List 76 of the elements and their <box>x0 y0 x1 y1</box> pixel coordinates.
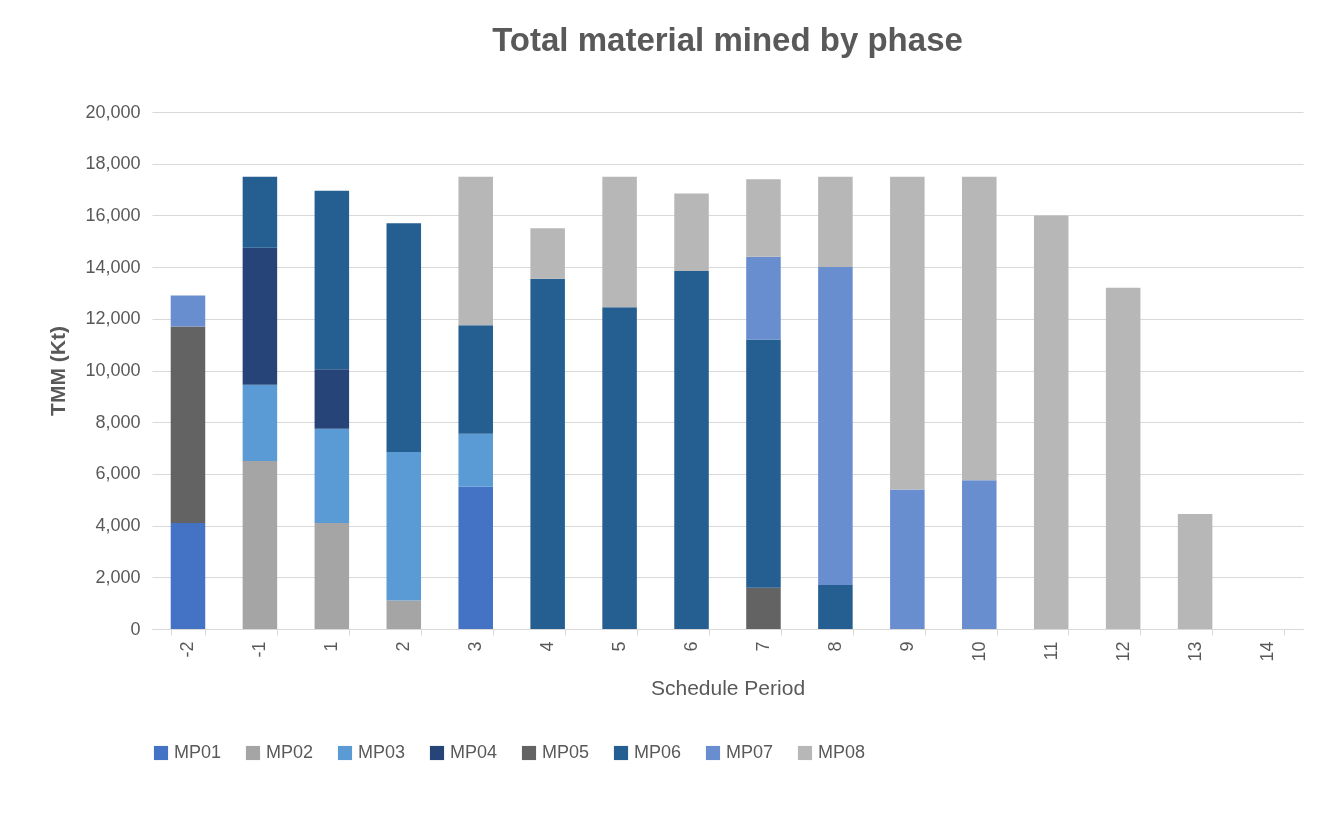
x-tick-label: 6 <box>681 641 702 652</box>
x-tick-label: 8 <box>824 641 845 652</box>
bar <box>746 587 781 629</box>
bar <box>170 326 206 524</box>
y-tick-label: 16,000 <box>85 204 141 225</box>
bar <box>890 176 925 490</box>
x-tick-label: -1 <box>249 641 270 658</box>
bar <box>1033 215 1069 629</box>
chart-title: Total material mined by phase <box>492 21 963 58</box>
bar <box>314 190 350 370</box>
x-tick-label: 5 <box>609 641 630 652</box>
bar <box>242 247 278 385</box>
x-tick-label: 13 <box>1184 641 1205 662</box>
bar <box>890 489 925 629</box>
bar <box>386 223 422 452</box>
bar <box>458 176 493 326</box>
bar <box>386 600 422 629</box>
bar <box>674 270 709 629</box>
bar <box>314 428 350 524</box>
y-tick-label: 10,000 <box>85 360 141 380</box>
y-axis-title: TMM (Kt) <box>46 326 70 416</box>
legend-label: MP04 <box>450 742 498 762</box>
bar <box>1105 287 1141 629</box>
x-tick-label: -2 <box>177 641 198 658</box>
x-axis-title: Schedule Period <box>650 675 806 699</box>
x-tick-label: 7 <box>752 641 773 652</box>
x-tick-label: 14 <box>1256 641 1277 662</box>
bar <box>746 339 781 588</box>
y-tick-label: 20,000 <box>85 101 141 122</box>
y-tick-label: 0 <box>130 618 141 639</box>
legend-label: MP08 <box>818 742 866 762</box>
bar <box>602 176 637 308</box>
bar <box>962 480 997 629</box>
bar <box>818 267 853 586</box>
bar <box>602 307 637 629</box>
bar <box>818 176 853 268</box>
bar <box>962 176 997 481</box>
bar <box>242 384 278 461</box>
bar <box>458 486 493 629</box>
y-tick-label: 6,000 <box>95 463 141 484</box>
bar <box>242 460 278 629</box>
y-tick-label: 4,000 <box>95 515 141 536</box>
y-tick-label: 14,000 <box>85 256 141 277</box>
bar <box>530 278 565 629</box>
y-tick-label: 8,000 <box>95 411 141 432</box>
x-tick-label: 3 <box>465 641 486 652</box>
bar <box>386 451 422 601</box>
x-tick-label: 12 <box>1112 641 1133 662</box>
x-tick-label: 4 <box>537 641 558 652</box>
bar <box>170 295 206 327</box>
legend-label: MP07 <box>726 742 774 762</box>
bar <box>242 176 278 248</box>
bar <box>458 325 493 434</box>
x-tick-label: 9 <box>896 641 917 652</box>
x-tick-label: 10 <box>968 641 989 662</box>
bar <box>314 369 350 429</box>
y-tick-label: 2,000 <box>95 566 141 587</box>
x-tick-label: 2 <box>393 641 414 652</box>
bar <box>674 193 709 271</box>
legend-label: MP03 <box>358 742 406 762</box>
y-tick-label: 12,000 <box>85 308 141 329</box>
bar <box>1177 513 1213 629</box>
x-tick-label: 1 <box>321 641 342 652</box>
bar <box>818 585 853 629</box>
bar <box>530 228 565 279</box>
x-tick-label: 11 <box>1040 641 1061 661</box>
legend-label: MP05 <box>542 742 590 762</box>
y-tick-label: 18,000 <box>85 153 141 174</box>
legend-label: MP01 <box>174 742 222 762</box>
legend-label: MP02 <box>266 742 314 762</box>
bar <box>314 523 350 629</box>
bar <box>170 523 206 629</box>
bar <box>746 179 781 257</box>
bar <box>746 256 781 340</box>
bar <box>458 433 493 487</box>
legend-label: MP06 <box>634 742 682 762</box>
